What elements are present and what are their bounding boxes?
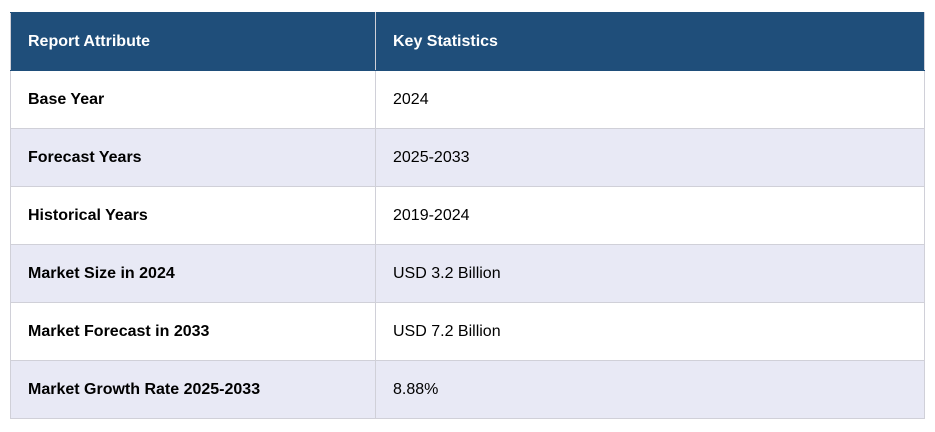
header-cell: Report Attribute <box>10 12 376 71</box>
value-cell: 2025-2033 <box>375 128 925 187</box>
attribute-cell: Market Size in 2024 <box>10 244 376 303</box>
attribute-cell: Market Forecast in 2033 <box>10 302 376 361</box>
attribute-cell: Market Growth Rate 2025-2033 <box>10 360 376 419</box>
header-row: Report Attribute Key Statistics <box>10 12 925 71</box>
attribute-cell: Forecast Years <box>10 128 376 187</box>
report-table: Report Attribute Key Statistics Base Yea… <box>10 12 925 419</box>
table-row: Market Forecast in 2033 USD 7.2 Billion <box>10 302 925 361</box>
table-body: Base Year 2024 Forecast Years 2025-2033 Hist… <box>10 70 925 419</box>
table-row: Market Size in 2024 USD 3.2 Billion <box>10 244 925 303</box>
attribute-cell: Historical Years <box>10 186 376 245</box>
table-row: Market Growth Rate 2025-2033 8.88% <box>10 360 925 419</box>
table-row: Base Year 2024 <box>10 70 925 129</box>
value-cell: 8.88% <box>375 360 925 419</box>
table-row: Forecast Years 2025-2033 <box>10 128 925 187</box>
value-cell: 2019-2024 <box>375 186 925 245</box>
attribute-cell: Base Year <box>10 70 376 129</box>
value-cell: USD 3.2 Billion <box>375 244 925 303</box>
header-cell: Key Statistics <box>375 12 925 71</box>
value-cell: USD 7.2 Billion <box>375 302 925 361</box>
value-cell: 2024 <box>375 70 925 129</box>
table-row: Historical Years 2019-2024 <box>10 186 925 245</box>
